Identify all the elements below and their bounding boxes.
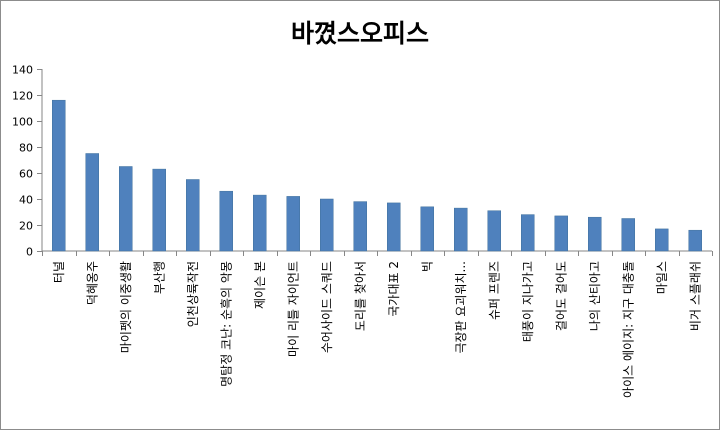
bar — [521, 214, 535, 252]
x-tick-label: 터널 — [52, 261, 66, 283]
x-tick-label: 마이펫의 이중생활 — [119, 261, 133, 353]
x-tick-label: 도리를 찾아서 — [353, 261, 367, 331]
x-tick-label: 슈퍼 프렌즈 — [487, 261, 501, 320]
x-tick-label: 마이 리틀 자이언트 — [286, 261, 300, 357]
axes — [37, 69, 713, 256]
y-tick-label: 120 — [12, 90, 33, 103]
y-tick-label: 20 — [19, 220, 33, 233]
x-tick-labels: 터널 덕혜옹주 마이펫의 이중생활 부산행 인천상륙작전 명탐정 코난: 순흑의 악몽 제이… — [52, 261, 703, 398]
bar — [487, 210, 501, 252]
x-tick-label: 국가대표 2 — [387, 261, 401, 317]
bar — [52, 99, 66, 252]
bar — [286, 196, 300, 252]
x-tick-label: 부산행 — [151, 261, 166, 294]
y-tick-label: 80 — [19, 142, 33, 155]
bar — [688, 229, 702, 252]
x-tick-label: 나의 산티아고 — [588, 261, 602, 331]
x-tick-label: 태풍이 지나가고 — [521, 261, 535, 342]
y-tick-label: 0 — [26, 246, 33, 259]
x-tick-label: 수어사이드 스쿼드 — [320, 261, 334, 353]
bar — [554, 215, 568, 252]
bar — [119, 166, 133, 252]
x-tick-label: 아이스 에이지: 지구 대충돌 — [621, 261, 635, 398]
x-tick-label: 인천상륙작전 — [185, 261, 200, 327]
y-tick-labels: 0 20 40 60 80 100 120 140 — [12, 64, 33, 259]
bar — [85, 153, 99, 252]
chart-title: 바꼈스오피스 — [290, 19, 429, 48]
bar — [152, 168, 166, 252]
bar — [353, 201, 367, 252]
y-tick-label: 40 — [19, 194, 33, 207]
x-tick-label: 명탐정 코난: 순흑의 악몽 — [219, 261, 233, 387]
x-tick-label: 극장판 요괴워치... — [454, 261, 468, 354]
bar — [588, 216, 602, 252]
x-tick-label: 걸어도 걸어도 — [554, 261, 568, 331]
x-tick-label: 덕혜옹주 — [85, 261, 99, 305]
bar — [320, 198, 334, 252]
bar — [420, 206, 434, 252]
y-tick-label: 60 — [19, 168, 33, 181]
bar — [253, 194, 267, 252]
bar — [655, 228, 669, 252]
bars — [52, 99, 702, 252]
x-tick-label: 빅 — [420, 261, 434, 272]
y-tick-label: 100 — [12, 116, 33, 129]
bar — [621, 218, 635, 252]
x-tick-label: 제이슨 본 — [253, 261, 267, 309]
bar — [219, 190, 233, 252]
bar — [387, 202, 401, 252]
x-tick-label: 비거 스플래쉬 — [688, 261, 702, 331]
y-tick-label: 140 — [12, 64, 33, 77]
bar — [454, 207, 468, 252]
bar — [186, 179, 200, 252]
x-tick-label: 마일스 — [655, 261, 669, 294]
